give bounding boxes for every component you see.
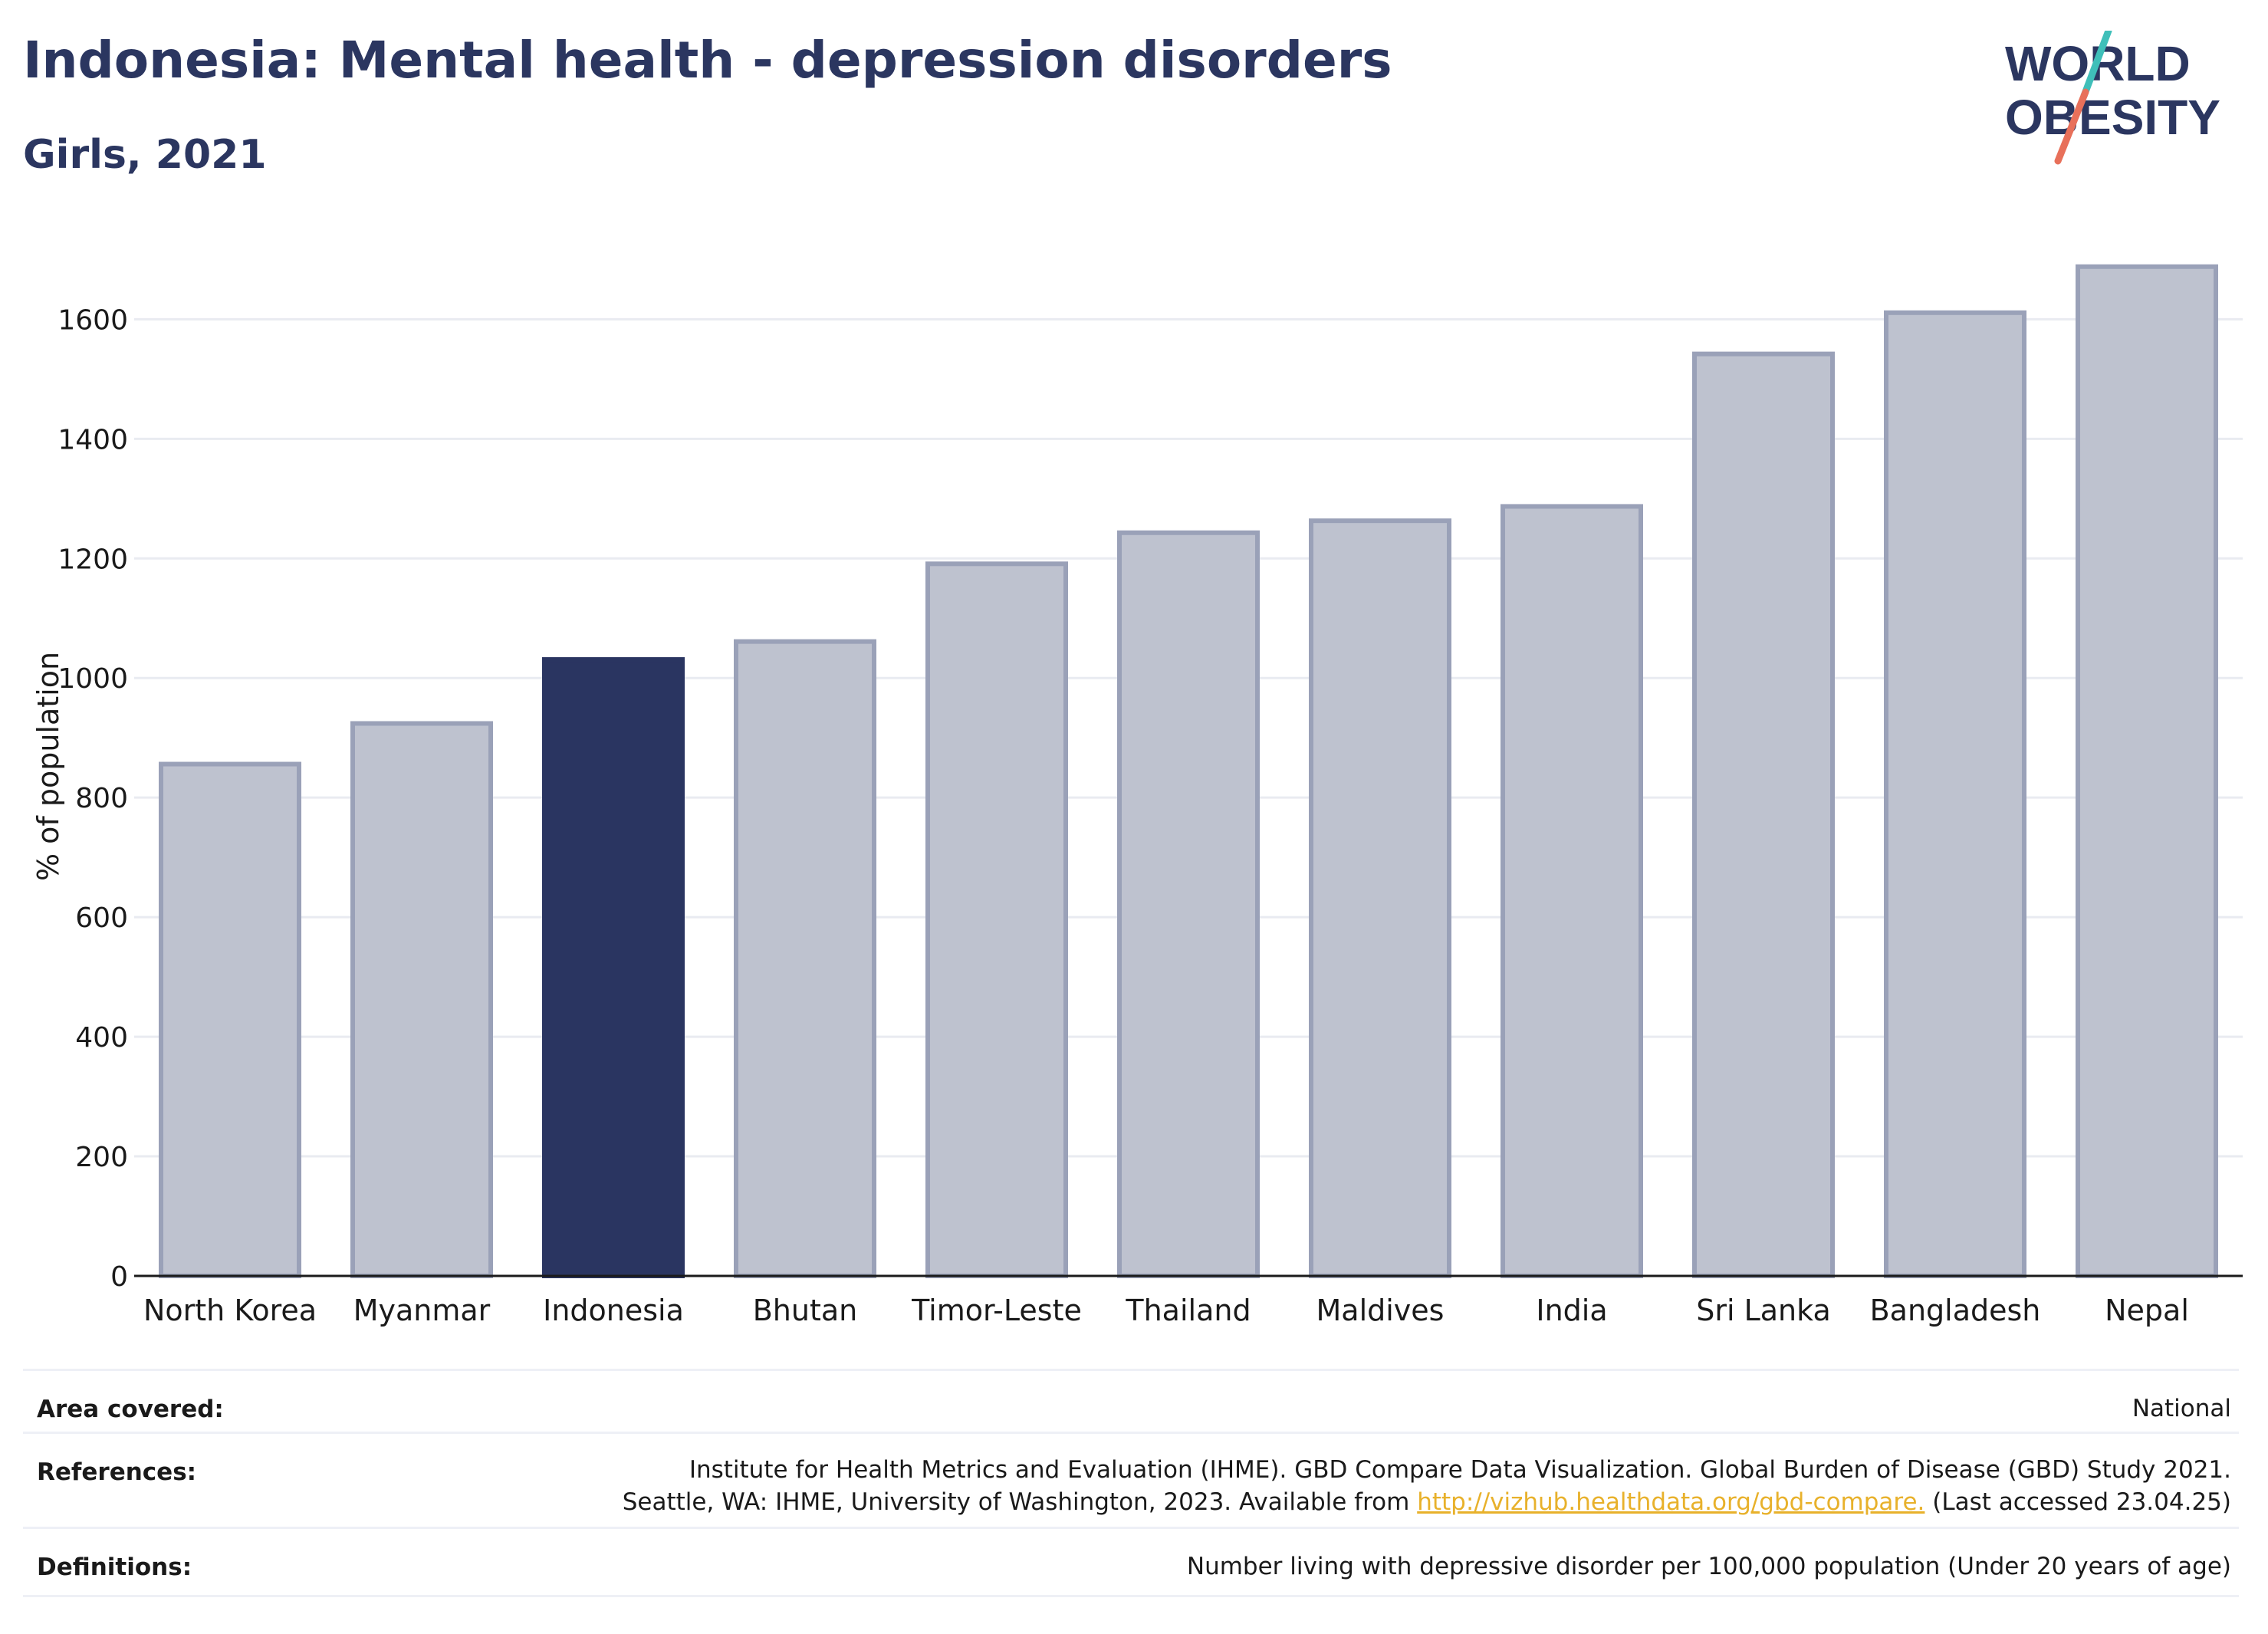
- logo-slash-red: [2054, 88, 2089, 165]
- bar-nepal: [2076, 264, 2218, 1279]
- references-line-2-post: (Last accessed 23.04.25): [1925, 1488, 2231, 1516]
- x-tick-label: Thailand: [1125, 1294, 1251, 1327]
- logo-slash-teal: [2080, 31, 2112, 100]
- bar-maldives: [1309, 518, 1451, 1278]
- page-title: Indonesia: Mental health - depression di…: [23, 31, 1392, 90]
- logo-line2: OBESITY: [2005, 90, 2220, 145]
- bar-thailand: [1117, 530, 1260, 1278]
- y-tick-label: 0: [110, 1261, 128, 1293]
- y-tick-label: 1400: [58, 424, 128, 455]
- y-tick-label: 600: [75, 902, 128, 934]
- bar-chart: 0 200 400 600 800 1000 1200 1400 1600 % of popula…: [31, 264, 2243, 1327]
- page-subtitle: Girls, 2021: [23, 132, 267, 178]
- x-tick-label: India: [1536, 1294, 1607, 1327]
- references-line-2-pre: Seattle, WA: IHME, University of Washing…: [622, 1488, 1418, 1516]
- x-tick-label: North Korea: [143, 1294, 317, 1327]
- bar-indonesia: [542, 657, 685, 1278]
- y-tick-label: 400: [75, 1022, 128, 1054]
- references-row: References: Institute for Health Metrics…: [23, 1432, 2239, 1529]
- x-tick-label: Bangladesh: [1870, 1294, 2041, 1327]
- x-tick-label: Nepal: [2105, 1294, 2189, 1327]
- x-tick-label: Indonesia: [543, 1294, 684, 1327]
- y-tick-label: 800: [75, 783, 128, 814]
- bar-bhutan: [734, 639, 876, 1278]
- x-tick-label: Timor-Leste: [911, 1294, 1082, 1327]
- references-line-2: Seattle, WA: IHME, University of Washing…: [623, 1486, 2231, 1518]
- x-tick-label: Maldives: [1316, 1294, 1445, 1327]
- area-covered-value: National: [2132, 1395, 2231, 1422]
- bar-north-korea: [159, 761, 301, 1278]
- references-value: Institute for Health Metrics and Evaluat…: [623, 1454, 2231, 1518]
- area-covered-label: Area covered:: [37, 1396, 224, 1423]
- references-link[interactable]: http://vizhub.healthdata.org/gbd-compare…: [1417, 1488, 1925, 1516]
- y-axis-title: % of population: [31, 652, 65, 881]
- y-tick-label: 200: [75, 1142, 128, 1173]
- x-tick-label: Sri Lanka: [1696, 1294, 1831, 1327]
- bar-sri-lanka: [1692, 351, 1835, 1278]
- bar-india: [1500, 504, 1643, 1278]
- definitions-row: Definitions: Number living with depressi…: [23, 1527, 2239, 1597]
- world-obesity-logo: WORLD OBESITY: [2005, 31, 2220, 165]
- area-covered-row: Area covered: National: [23, 1369, 2239, 1434]
- bar-bangladesh: [1884, 310, 2026, 1278]
- bar-timor-leste: [925, 561, 1068, 1278]
- x-tick-label: Bhutan: [753, 1294, 858, 1327]
- definitions-label: Definitions:: [37, 1553, 192, 1581]
- x-tick-label: Myanmar: [353, 1294, 491, 1327]
- y-tick-label: 1000: [58, 663, 128, 695]
- y-tick-label: 1200: [58, 544, 128, 575]
- references-line-1: Institute for Health Metrics and Evaluat…: [689, 1456, 2231, 1484]
- bar-myanmar: [350, 721, 493, 1278]
- definitions-value: Number living with depressive disorder p…: [1186, 1553, 2231, 1580]
- y-tick-label: 1600: [58, 304, 128, 336]
- references-label: References:: [37, 1458, 197, 1486]
- chart-metadata: Area covered: National References: Insti…: [23, 1369, 2239, 1599]
